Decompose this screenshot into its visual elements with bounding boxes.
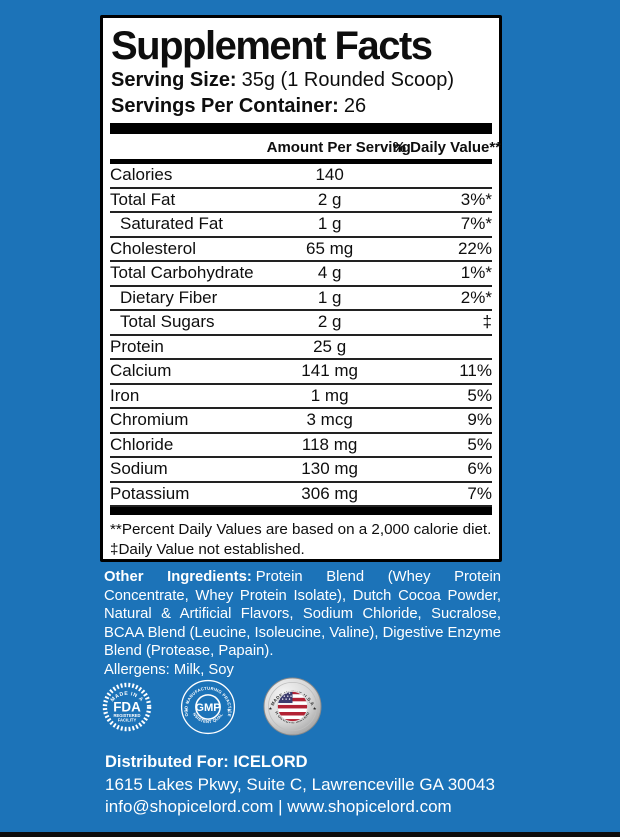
cell-dv: 11% (459, 361, 492, 381)
svg-text:GMP: GMP (195, 702, 221, 714)
cell-name: Potassium (110, 483, 190, 503)
header-daily-value: % Daily Value** (392, 139, 502, 156)
cell-dv: 22% (457, 238, 492, 258)
cell-amount: 1 g (317, 214, 342, 234)
header-amount-per-serving: Amount Per Serving (266, 139, 411, 156)
footnotes: **Percent Daily Values are based on a 2,… (110, 515, 492, 560)
cell-dv: 1%* (460, 263, 492, 283)
nutrition-row: Calcium 141 mg 11% (110, 360, 492, 385)
cell-amount: 141 mg (301, 361, 358, 381)
nutrition-row: Dietary Fiber 1 g 2%* (110, 287, 492, 311)
fda-registered-facility-icon: MADE IN A FDA REGISTERED FACILITY (102, 682, 152, 731)
nutrition-row: Calories 140 (110, 164, 492, 189)
distributed-for-line: Distributed For: ICELORD (105, 753, 308, 771)
cell-name: Total Sugars (120, 312, 215, 332)
nutrition-row: Cholesterol 65 mg 22% (110, 238, 492, 262)
cell-dv: ‡ (482, 312, 492, 332)
distributor-block: Distributed For: ICELORD 1615 Lakes Pkwy… (105, 751, 495, 818)
table-header-row: Amount Per Serving % Daily Value** (110, 134, 502, 159)
svg-text:FDA: FDA (113, 699, 141, 714)
nutrition-row: Chloride 118 mg 5% (110, 434, 492, 458)
cell-amount: 3 mcg (306, 410, 353, 430)
contact-line: info@shopicelord.com | www.shopicelord.c… (105, 797, 452, 816)
cell-name: Total Fat (110, 189, 176, 209)
cell-amount: 1 g (317, 287, 342, 307)
cell-amount: 65 mg (306, 238, 354, 258)
serving-size-value: 35g (1 Rounded Scoop) (241, 69, 454, 91)
nutrition-row: Potassium 306 mg 7% (110, 483, 492, 507)
cell-amount: 118 mg (301, 434, 358, 454)
cell-dv: 7%* (460, 214, 492, 234)
nutrition-row: Total Carbohydrate 4 g 1%* (110, 262, 492, 287)
serving-size-line: Serving Size: 35g (1 Rounded Scoop) (111, 67, 492, 93)
star-right: ★ (313, 706, 317, 711)
made-in-usa-icon: MADE IN THE U.S.A WITH GLOBAL MATERIALS … (263, 677, 322, 736)
cell-amount: 2 g (317, 312, 342, 332)
supplement-facts-panel: Supplement Facts Serving Size: 35g (1 Rou… (100, 15, 502, 562)
cell-amount: 1 mg (310, 385, 349, 405)
servings-per-container-line: Servings Per Container: 26 (111, 93, 492, 119)
cell-name: Protein (110, 336, 164, 356)
cell-dv: 9% (467, 410, 492, 430)
cell-name: Calcium (110, 361, 172, 381)
nutrition-row: Chromium 3 mcg 9% (110, 409, 492, 434)
star-left: ★ (268, 706, 272, 711)
cell-name: Chloride (110, 434, 174, 454)
cell-amount: 140 (315, 165, 344, 185)
nutrition-row: Sodium 130 mg 6% (110, 458, 492, 483)
svg-text:REGISTERED: REGISTERED (113, 712, 140, 717)
other-ingredients-label: Other Ingredients: (104, 569, 252, 585)
cell-name: Dietary Fiber (120, 287, 218, 307)
bottom-edge-strip (0, 832, 620, 837)
cell-name: Cholesterol (110, 238, 196, 258)
cell-amount: 4 g (317, 263, 342, 283)
separator-bar-header (110, 159, 492, 164)
gmp-quality-icon: GOOD MANUFACTURING PRACTICES CONSISTENT … (180, 679, 236, 734)
other-ingredients-text: Protein Blend (Whey Protein Concentrate,… (104, 569, 501, 659)
cell-amount: 2 g (317, 189, 342, 209)
nutrition-row: Total Fat 2 g 3%* (110, 189, 492, 213)
separator-bar-top (110, 123, 492, 134)
panel-title: Supplement Facts (111, 24, 433, 68)
cell-name: Total Carbohydrate (110, 263, 254, 283)
cell-amount: 130 mg (301, 459, 358, 479)
separator-bar-bottom (110, 507, 492, 515)
nutrition-row: Iron 1 mg 5% (110, 385, 492, 409)
certification-badges-row: MADE IN A FDA REGISTERED FACILITY GOOD M… (101, 677, 322, 736)
star-left: ★ (185, 707, 190, 712)
nutrition-row: Total Sugars 2 g ‡ (110, 311, 492, 336)
svg-text:FACILITY: FACILITY (118, 717, 137, 722)
other-ingredients-block: Other Ingredients: Protein Blend (Whey Pr… (104, 568, 501, 679)
footnote-not-established: ‡Daily Value not established. (110, 541, 305, 558)
address-line: 1615 Lakes Pkwy, Suite C, Lawrenceville … (105, 775, 495, 794)
cell-dv: 7% (467, 483, 492, 503)
cell-name: Calories (110, 165, 173, 185)
cell-name: Saturated Fat (120, 214, 224, 234)
cell-name: Iron (110, 385, 140, 405)
nutrition-rows: Calories 140 Total Fat 2 g 3%* Saturated Fat 1… (110, 164, 492, 507)
servings-label: Servings Per Container: (111, 95, 339, 117)
cell-name: Chromium (110, 410, 189, 430)
star-right: ★ (227, 707, 232, 712)
us-flag (277, 691, 308, 722)
cell-dv: 3%* (460, 189, 492, 209)
footnote-daily-values: **Percent Daily Values are based on a 2,… (110, 521, 492, 538)
other-ingredients-paragraph: Other Ingredients: Protein Blend (Whey Pr… (104, 568, 501, 661)
cell-name: Sodium (110, 459, 168, 479)
nutrition-row: Protein 25 g (110, 336, 492, 360)
cell-dv: 6% (467, 459, 492, 479)
nutrition-row: Saturated Fat 1 g 7%* (110, 213, 492, 238)
allergens-line: Allergens: Milk, Soy (104, 661, 234, 678)
serving-size-label: Serving Size: (111, 69, 237, 91)
cell-amount: 25 g (313, 336, 347, 356)
servings-value: 26 (343, 95, 367, 117)
cell-amount: 306 mg (301, 483, 358, 503)
cell-dv: 5% (467, 434, 492, 454)
cell-dv: 5% (467, 385, 492, 405)
cell-dv: 2%* (460, 287, 492, 307)
